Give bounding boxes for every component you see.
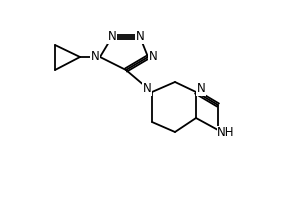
Text: N: N <box>91 50 99 64</box>
Text: N: N <box>136 30 144 44</box>
Text: NH: NH <box>217 127 235 140</box>
Text: N: N <box>142 82 152 96</box>
Text: N: N <box>108 30 116 44</box>
Text: N: N <box>148 50 158 64</box>
Text: N: N <box>196 82 206 96</box>
